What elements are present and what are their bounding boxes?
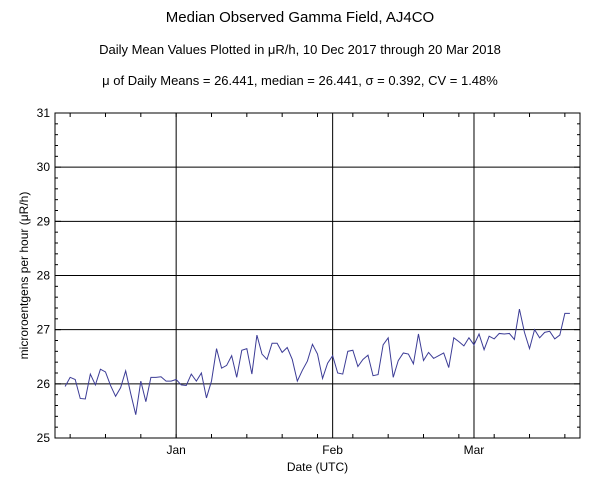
- y-tick-label: 27: [37, 323, 51, 337]
- y-tick-label: 26: [37, 377, 51, 391]
- x-tick-label: Jan: [166, 443, 185, 457]
- chart-title: Median Observed Gamma Field, AJ4CO: [165, 9, 435, 26]
- x-axis-label: Date (UTC): [287, 460, 348, 474]
- plot-frame: [54, 112, 581, 439]
- chart-stats-line: μ of Daily Means = 26.441, median = 26.4…: [102, 73, 498, 88]
- y-tick-label: 28: [37, 269, 51, 283]
- series-line: [64, 308, 570, 415]
- grid-lines: [55, 113, 580, 438]
- chart-subtitle: Daily Mean Values Plotted in μR/h, 10 De…: [99, 42, 501, 57]
- y-tick-label: 29: [37, 214, 51, 228]
- y-tick-label: 25: [37, 431, 51, 445]
- y-axis-label: microroentgens per hour (μR/h): [17, 192, 31, 360]
- x-tick-label: Mar: [464, 443, 485, 457]
- y-tick-label: 31: [37, 106, 51, 120]
- x-tick-label: Feb: [322, 443, 343, 457]
- y-tick-label: 30: [37, 160, 51, 174]
- tick-labels: 25 26 27 28 29 30 31 Jan Feb Mar: [37, 106, 485, 457]
